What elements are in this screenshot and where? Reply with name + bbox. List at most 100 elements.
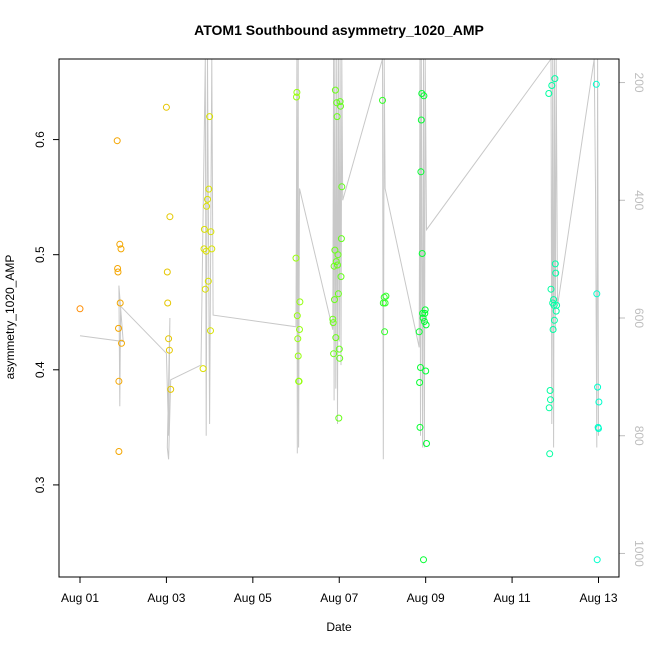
data-point [115,448,123,455]
data-point [207,327,214,335]
data-point [547,396,554,404]
right-y-tick-label: 1000 [632,540,646,567]
data-point [163,268,171,276]
data-point [293,312,301,320]
x-tick-label: Aug 11 [494,591,531,605]
data-point [416,423,424,431]
chart-title: ATOM1 Southbound asymmetry_1020_AMP [194,22,484,38]
right-y-axis: 200 400 600 800 1000 [619,73,646,567]
data-point [199,365,207,373]
data-point [593,290,601,298]
data-point [116,299,124,307]
data-point [550,301,558,309]
data-point [331,296,338,304]
data-point [76,305,84,313]
x-tick-label: Aug 13 [579,591,617,605]
data-point [336,354,344,362]
points-layer [76,75,603,564]
data-point [296,326,303,333]
data-point [333,113,341,121]
data-point [335,414,343,422]
x-tick-label: Aug 01 [61,591,99,605]
y-tick-label: 0.6 [33,131,47,148]
data-point [546,387,554,394]
data-point [204,277,212,285]
data-point [595,398,603,406]
data-point [420,92,428,100]
data-point [166,213,174,221]
data-point [167,385,175,393]
data-point [546,450,554,458]
data-point [420,556,427,564]
plot-frame [58,58,620,578]
data-point [550,316,558,324]
data-point [293,88,301,96]
data-point [331,86,339,94]
data-point [594,383,602,391]
data-point [545,90,553,97]
data-point [207,228,215,236]
data-point [379,96,386,104]
data-point [115,377,123,385]
data-point [203,202,211,210]
data-point [296,298,304,306]
data-point [422,367,430,375]
data-point [421,306,429,314]
data-point [334,251,342,259]
data-point [330,350,338,358]
data-point [422,321,430,329]
data-point [334,261,341,269]
data-point [332,258,340,266]
x-axis: Aug 01 Aug 03 Aug 05 Aug 07 Aug 09 Aug 11 Aug … [61,577,618,605]
data-point [421,309,429,317]
data-point [329,315,337,323]
right-y-tick-label: 400 [632,190,646,210]
data-point [553,301,561,309]
data-point [114,265,122,272]
data-point [551,260,559,268]
data-point [165,335,173,343]
data-point [118,339,125,347]
data-point [423,440,430,447]
data-point [337,273,345,281]
right-y-tick-label: 600 [632,308,646,328]
data-point [337,102,344,110]
y-axis-label: asymmetry_1020_AMP [3,255,17,380]
data-point [200,245,208,253]
x-tick-label: Aug 09 [407,591,445,605]
data-point [551,75,559,83]
data-point [201,285,209,293]
data-point [419,314,427,322]
data-point [381,299,389,307]
y-tick-label: 0.5 [33,246,47,263]
data-point [117,245,125,253]
y-axis: 0.3 0.4 0.5 0.6 [33,131,59,493]
data-point [116,240,124,248]
data-point [417,116,425,124]
data-point [338,183,346,191]
y-tick-label: 0.3 [33,476,47,493]
data-point [294,352,302,360]
data-point [382,292,390,300]
data-point [294,335,302,343]
data-point [293,93,300,101]
x-tick-label: Aug 07 [320,591,358,605]
data-point [545,404,553,412]
data-point [206,113,214,121]
data-point [292,254,300,262]
data-point [205,185,213,193]
data-point [204,195,211,203]
x-axis-label: Date [326,620,352,634]
right-y-tick-label: 200 [632,73,646,93]
data-point [164,299,172,307]
data-point [381,328,389,336]
data-point [418,90,426,97]
data-point [549,326,557,333]
data-point [162,103,170,111]
data-point [336,98,344,106]
data-point [200,225,208,233]
data-point [420,318,428,325]
data-point [113,137,121,145]
data-point [547,285,555,293]
